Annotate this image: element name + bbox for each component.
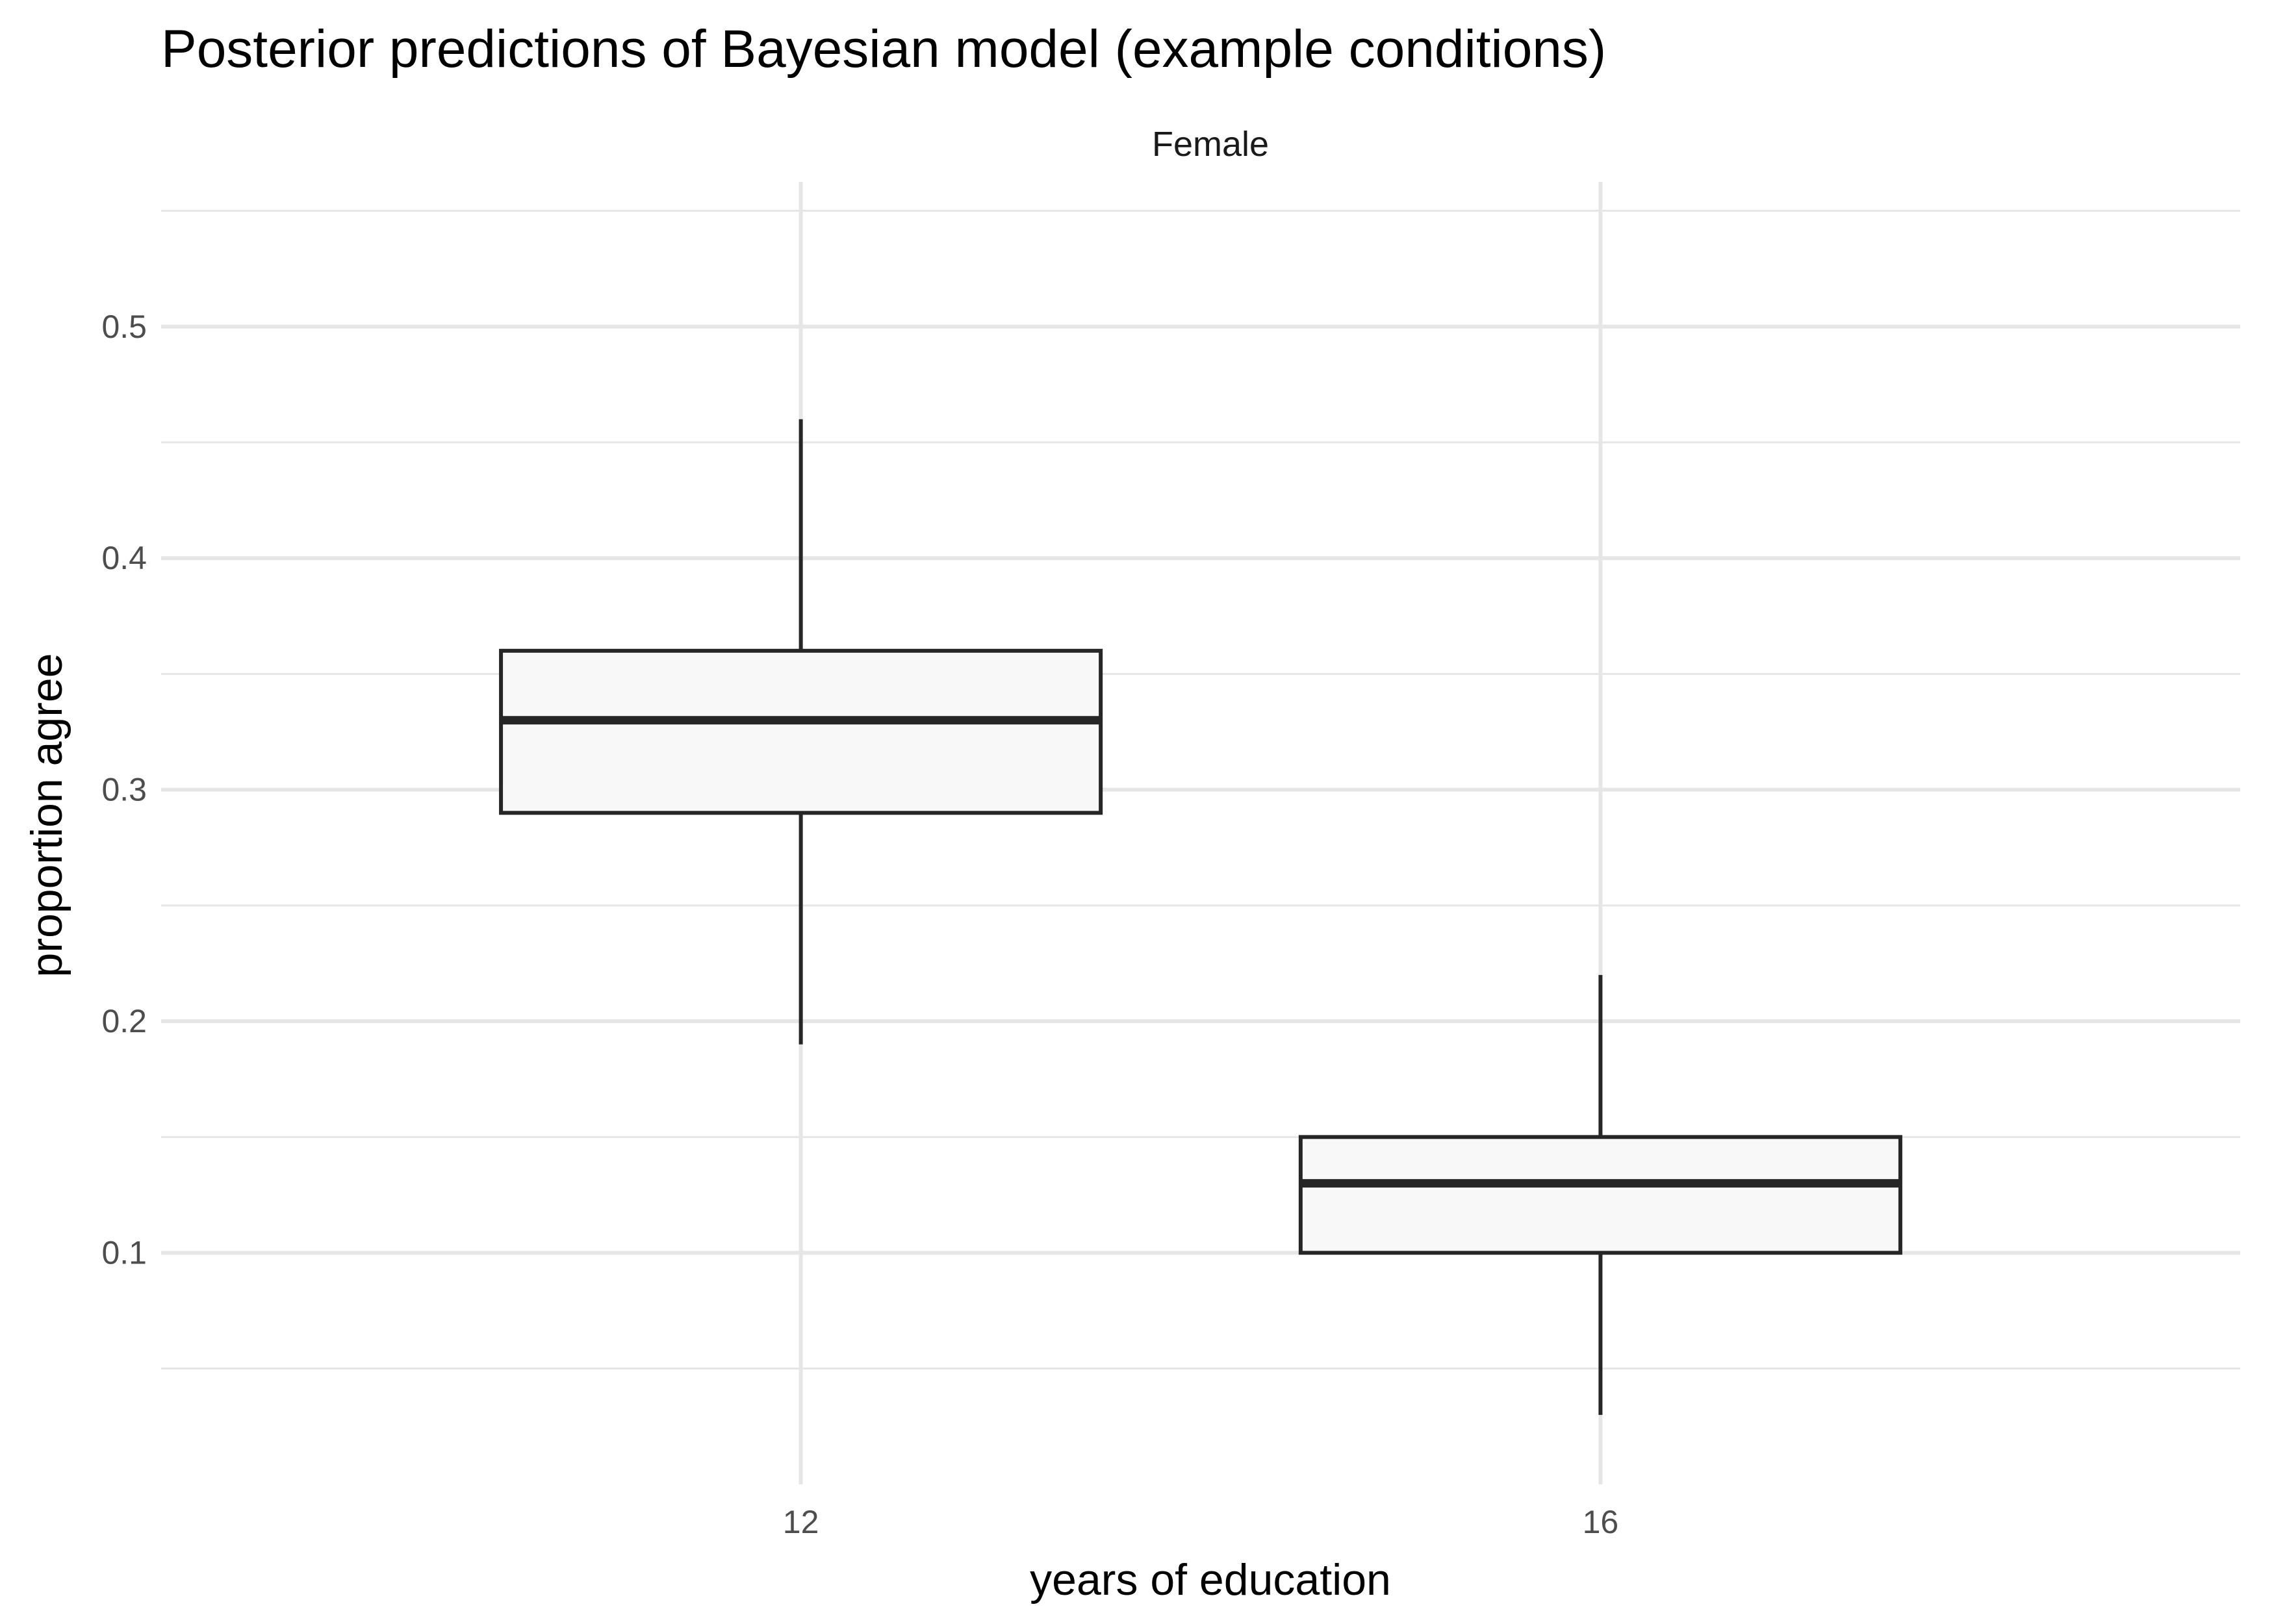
x-tick-label: 16 (1583, 1504, 1619, 1540)
y-tick-label: 0.4 (101, 540, 147, 576)
y-axis-title: proportion agree (22, 653, 71, 977)
x-tick-labels: 12 16 (783, 1504, 1618, 1540)
x-tick-label: 12 (783, 1504, 819, 1540)
y-tick-labels: 0.1 0.2 0.3 0.4 0.5 (101, 309, 147, 1271)
y-tick-label: 0.2 (101, 1003, 147, 1039)
iqr-box (499, 648, 1103, 815)
x-axis-title: years of education (1030, 1555, 1391, 1605)
grid-lines (161, 182, 2240, 1484)
iqr-box (1298, 1135, 1902, 1255)
box-group (499, 419, 1103, 1045)
y-tick-label: 0.5 (101, 309, 147, 345)
y-tick-label: 0.1 (101, 1235, 147, 1271)
y-tick-label: 0.3 (101, 772, 147, 808)
chart-title: Posterior predictions of Bayesian model … (161, 19, 1606, 79)
box-group (1298, 974, 1902, 1415)
facet-strip-label: Female (1152, 125, 1269, 164)
box-layer (499, 419, 1902, 1415)
